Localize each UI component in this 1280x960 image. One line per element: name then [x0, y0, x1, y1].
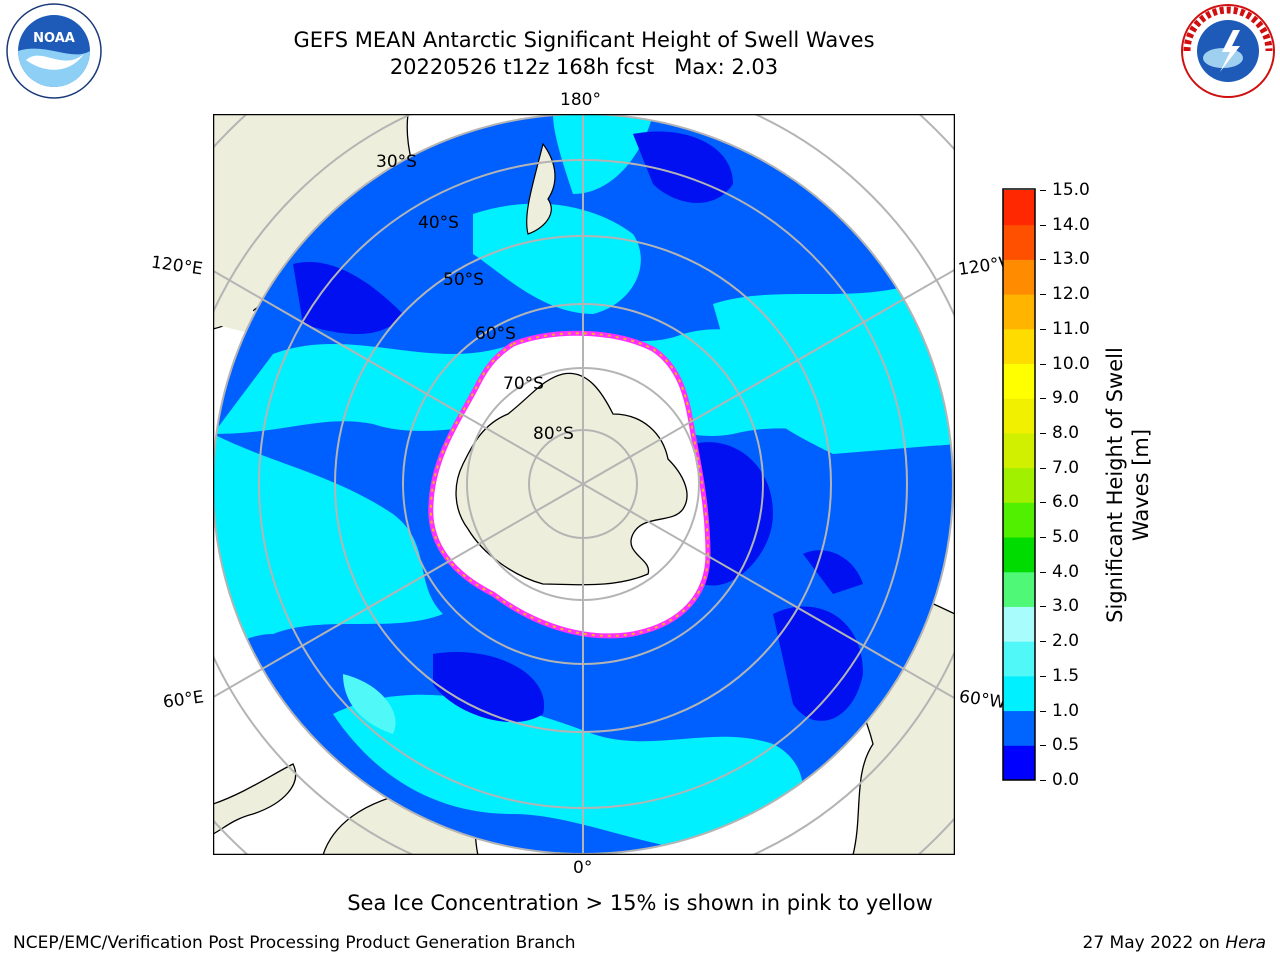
colorbar-tick-label: 8.0 [1052, 422, 1080, 443]
colorbar-tickmark [1040, 641, 1046, 643]
colorbar-tick-label: 1.5 [1052, 665, 1080, 686]
lat-label-80s: 80°S [533, 424, 574, 444]
colorbar-tick-label: 0.0 [1052, 770, 1080, 790]
colorbar-tick-label: 0.5 [1052, 735, 1080, 756]
colorbar-tickmark [1040, 537, 1046, 539]
lat-label-30s: 30°S [376, 152, 417, 172]
colorbar-tick-label: 13.0 [1052, 249, 1090, 270]
lat-label-70s: 70°S [503, 374, 544, 394]
colorbar-block [1003, 294, 1035, 330]
colorbar-tick-label: 3.0 [1052, 596, 1080, 617]
colorbar-tick-label: 12.0 [1052, 284, 1090, 305]
colorbar-block [1003, 745, 1035, 781]
colorbar-tickmark [1040, 780, 1046, 781]
colorbar-tick-label: 5.0 [1052, 527, 1080, 548]
noaa-logo-text: NOAA [33, 31, 75, 46]
colorbar-label: Significant Height of Swell Waves [m] [1103, 347, 1153, 623]
nws-logo [1181, 4, 1275, 98]
colorbar-tickmark [1040, 259, 1046, 261]
colorbar-tick-label: 10.0 [1052, 353, 1090, 374]
colorbar-tickmark [1040, 745, 1046, 747]
lat-label-60s: 60°S [475, 324, 516, 344]
lon-label-120e: 120°E [149, 252, 204, 280]
colorbar-tick-label: 9.0 [1052, 388, 1080, 409]
colorbar-tick-label: 1.0 [1052, 700, 1080, 721]
lon-label-0: 0° [573, 858, 593, 878]
noaa-logo: NOAA [6, 3, 102, 99]
colorbar-block [1003, 537, 1035, 573]
lon-label-60w: 60°W [957, 686, 1008, 714]
colorbar-tickmark [1040, 710, 1046, 712]
colorbar [1002, 188, 1036, 781]
colorbar-block [1003, 432, 1035, 469]
colorbar-tickmark [1040, 363, 1046, 365]
colorbar-tickmark [1040, 606, 1046, 608]
colorbar-block [1003, 675, 1035, 712]
graticule [213, 114, 955, 855]
colorbar-tickmark [1040, 328, 1046, 330]
footer-date: 27 May 2022 on Hera [1083, 932, 1267, 954]
lon-label-180: 180° [560, 90, 601, 110]
colorbar-tickmark [1040, 467, 1046, 469]
footer-date-text: 27 May 2022 on [1082, 933, 1226, 953]
map-frame [213, 114, 955, 855]
colorbar-tickmark [1040, 571, 1046, 573]
colorbar-tickmark [1040, 294, 1046, 296]
colorbar-block [1003, 467, 1035, 503]
footer-branch: NCEP/EMC/Verification Post Processing Pr… [13, 933, 576, 953]
colorbar-block [1003, 259, 1035, 295]
colorbar-tickmark [1040, 432, 1046, 434]
colorbar-block [1003, 606, 1035, 642]
colorbar-block [1003, 502, 1035, 538]
lat-label-50s: 50°S [443, 270, 484, 290]
lon-label-60e: 60°E [161, 687, 206, 713]
colorbar-block [1003, 328, 1035, 365]
colorbar-block [1003, 363, 1035, 399]
colorbar-tick-label: 7.0 [1052, 457, 1080, 478]
colorbar-tick-label: 11.0 [1052, 318, 1090, 339]
colorbar-block [1003, 224, 1035, 260]
colorbar-block [1003, 398, 1035, 434]
colorbar-block [1003, 190, 1035, 226]
colorbar-tickmark [1040, 224, 1046, 226]
colorbar-tickmark [1040, 675, 1046, 677]
colorbar-tick-label: 14.0 [1052, 214, 1090, 235]
lat-label-40s: 40°S [418, 213, 459, 233]
colorbar-tickmark [1040, 190, 1046, 191]
sea-ice-caption: Sea Ice Concentration > 15% is shown in … [347, 891, 933, 915]
colorbar-tickmark [1040, 398, 1046, 400]
colorbar-tickmark [1040, 502, 1046, 504]
colorbar-block [1003, 571, 1035, 607]
title-line-1: GEFS MEAN Antarctic Significant Height o… [293, 28, 875, 52]
colorbar-block [1003, 641, 1035, 677]
title-line-2: 20220526 t12z 168h fcst Max: 2.03 [389, 55, 779, 79]
footer-machine: Hera [1225, 933, 1266, 953]
colorbar-tick-label: 6.0 [1052, 492, 1080, 513]
colorbar-tick-label: 15.0 [1052, 180, 1090, 200]
colorbar-block [1003, 710, 1035, 746]
colorbar-tick-label: 2.0 [1052, 631, 1080, 652]
colorbar-tick-label: 4.0 [1052, 561, 1080, 582]
